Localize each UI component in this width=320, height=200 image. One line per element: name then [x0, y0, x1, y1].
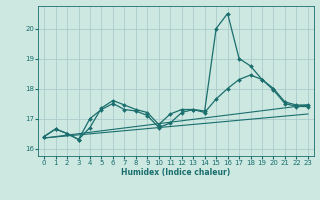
X-axis label: Humidex (Indice chaleur): Humidex (Indice chaleur) — [121, 168, 231, 177]
